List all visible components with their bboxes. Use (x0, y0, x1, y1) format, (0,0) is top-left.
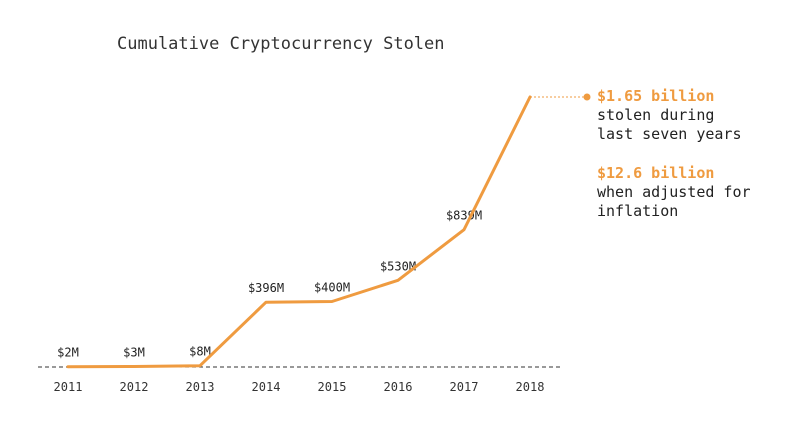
data-label-2014: $396M (248, 281, 284, 295)
annotation-block: $1.65 billion stolen during last seven y… (597, 87, 751, 221)
total-stolen-text-1: stolen during (597, 106, 715, 124)
data-label-2015: $400M (314, 281, 350, 295)
x-tick-label-2015: 2015 (318, 380, 347, 394)
x-tick-label-2013: 2013 (186, 380, 215, 394)
inflation-adjusted-text-1: when adjusted for (597, 183, 751, 201)
data-label-2016: $530M (380, 259, 416, 273)
x-tick-label-2017: 2017 (450, 380, 479, 394)
total-stolen-text-2: last seven years (597, 125, 742, 143)
series-line (66, 95, 532, 369)
total-stolen-amount: $1.65 billion (597, 87, 715, 105)
data-label-2017: $839M (446, 209, 482, 223)
data-labels: $2M $3M $8M $396M $400M $530M $839M (57, 209, 482, 360)
annotation-marker-dot (583, 93, 591, 101)
x-tick-label-2014: 2014 (252, 380, 281, 394)
data-label-2011: $2M (57, 346, 79, 360)
x-tick-label-2018: 2018 (516, 380, 545, 394)
x-tick-label-2012: 2012 (120, 380, 149, 394)
x-tick-label-2011: 2011 (54, 380, 83, 394)
data-label-2013: $8M (189, 345, 211, 359)
inflation-adjusted-amount: $12.6 billion (597, 164, 715, 182)
data-label-2012: $3M (123, 346, 145, 360)
x-tick-label-2016: 2016 (384, 380, 413, 394)
inflation-adjusted-text-2: inflation (597, 202, 679, 220)
chart-title: Cumulative Cryptocurrency Stolen (117, 34, 445, 54)
x-tick-labels: 2011 2012 2013 2014 2015 2016 2017 2018 (54, 380, 545, 394)
